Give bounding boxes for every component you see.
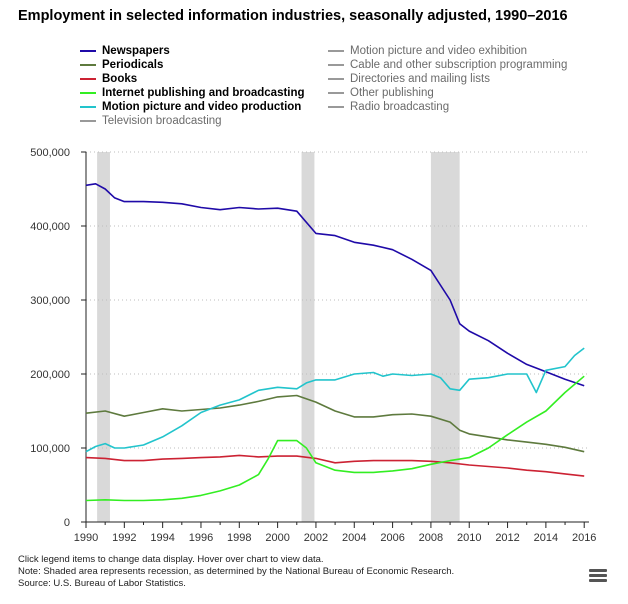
x-tick-label: 1998 bbox=[227, 532, 251, 544]
x-tick-label: 2000 bbox=[265, 532, 289, 544]
x-tick-label: 1990 bbox=[74, 532, 98, 544]
legend-swatch bbox=[328, 92, 344, 94]
legend-swatch bbox=[328, 50, 344, 52]
legend-item[interactable]: Motion picture and video production bbox=[80, 100, 301, 114]
series-line[interactable] bbox=[85, 183, 585, 387]
x-tick-label: 2004 bbox=[342, 532, 366, 544]
legend-swatch bbox=[80, 64, 96, 66]
legend-label: Directories and mailing lists bbox=[350, 73, 490, 85]
x-tick-label: 1996 bbox=[189, 532, 213, 544]
legend-swatch bbox=[80, 106, 96, 108]
legend-item[interactable]: Motion picture and video exhibition bbox=[328, 44, 527, 58]
y-tick-label: 500,000 bbox=[30, 147, 70, 159]
chart-plot[interactable]: 0 100,000 200,000 300,000 400,000 500,000 1990… bbox=[0, 0, 628, 545]
legend-label: Motion picture and video exhibition bbox=[350, 45, 528, 57]
y-tick-label: 300,000 bbox=[30, 295, 70, 307]
legend-label: Other publishing bbox=[350, 87, 434, 99]
legend-item[interactable]: Cable and other subscription programming bbox=[328, 58, 567, 72]
recession-band bbox=[97, 152, 110, 522]
legend-item[interactable]: Television broadcasting bbox=[80, 114, 222, 128]
instructions-note: Click legend items to change data displa… bbox=[18, 554, 324, 565]
legend-swatch bbox=[80, 78, 96, 80]
y-tick-label: 0 bbox=[64, 517, 70, 529]
legend-label: Television broadcasting bbox=[102, 115, 222, 127]
source-note: Source: U.S. Bureau of Labor Statistics. bbox=[18, 578, 186, 589]
recession-note: Note: Shaded area represents recession, … bbox=[18, 566, 455, 577]
series-line[interactable] bbox=[85, 347, 585, 453]
legend-item[interactable]: Other publishing bbox=[328, 86, 434, 100]
x-tick-label: 1994 bbox=[150, 532, 174, 544]
legend-swatch bbox=[328, 64, 344, 66]
x-tick-label: 2006 bbox=[380, 532, 404, 544]
legend-item[interactable]: Internet publishing and broadcasting bbox=[80, 86, 305, 100]
x-tick-label: 2010 bbox=[457, 532, 481, 544]
series-line[interactable] bbox=[85, 375, 585, 502]
x-tick-label: 1992 bbox=[112, 532, 136, 544]
series-line[interactable] bbox=[85, 394, 585, 453]
x-tick-label: 2002 bbox=[304, 532, 328, 544]
legend-item[interactable]: Directories and mailing lists bbox=[328, 72, 490, 86]
y-tick-label: 100,000 bbox=[30, 443, 70, 455]
y-tick-label: 200,000 bbox=[30, 369, 70, 381]
legend-label: Radio broadcasting bbox=[350, 101, 450, 113]
chart-title: Employment in selected information indus… bbox=[18, 8, 568, 24]
series-line[interactable] bbox=[85, 454, 585, 477]
legend-swatch bbox=[328, 106, 344, 108]
recession-band bbox=[301, 152, 315, 522]
legend-label: Newspapers bbox=[102, 45, 170, 57]
legend-item[interactable]: Books bbox=[80, 72, 137, 86]
x-tick-label: 2014 bbox=[534, 532, 558, 544]
x-tick-label: 2012 bbox=[495, 532, 519, 544]
x-tick-label: 2016 bbox=[572, 532, 596, 544]
legend-label: Cable and other subscription programming bbox=[350, 59, 568, 71]
y-tick-label: 400,000 bbox=[30, 221, 70, 233]
legend-item[interactable]: Newspapers bbox=[80, 44, 170, 58]
legend-swatch bbox=[328, 78, 344, 80]
legend-label: Internet publishing and broadcasting bbox=[102, 87, 305, 99]
legend-swatch bbox=[80, 50, 96, 52]
hamburger-menu-icon[interactable] bbox=[589, 569, 607, 583]
legend-swatch bbox=[80, 120, 96, 122]
legend-item[interactable]: Periodicals bbox=[80, 58, 163, 72]
legend-label: Periodicals bbox=[102, 59, 164, 71]
recession-band bbox=[430, 152, 460, 522]
x-tick-label: 2008 bbox=[419, 532, 443, 544]
legend-swatch bbox=[80, 92, 96, 94]
legend-item[interactable]: Radio broadcasting bbox=[328, 100, 449, 114]
legend-label: Books bbox=[102, 73, 138, 85]
legend-label: Motion picture and video production bbox=[102, 101, 302, 113]
